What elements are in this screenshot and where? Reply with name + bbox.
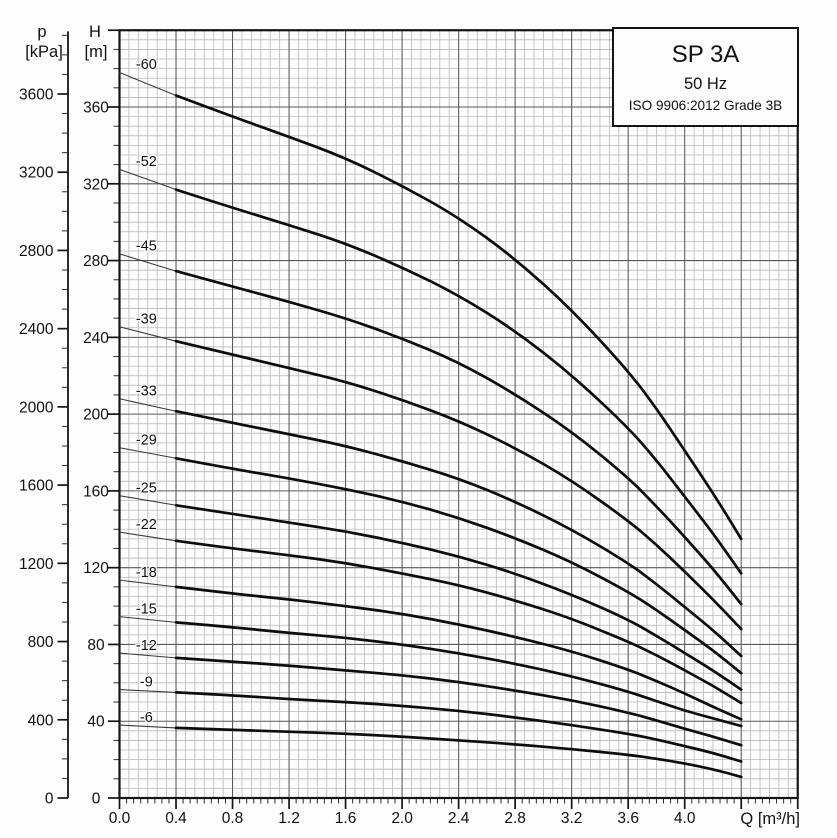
curve-label-33: -33	[136, 384, 157, 400]
pressure-tick-label: 2800	[19, 243, 54, 260]
pressure-tick-label: 0	[45, 791, 54, 808]
pump-curve-thin-segment-52	[119, 168, 177, 191]
flow-tick-label: 1.6	[335, 810, 357, 827]
pump-curve-22	[174, 539, 743, 705]
pump-model-title: SP 3A	[671, 41, 740, 68]
pressure-tick-label: 3600	[19, 86, 54, 103]
pump-curve-60	[174, 94, 743, 541]
pump-curve-18	[174, 585, 743, 721]
pump-curve-52	[174, 188, 743, 575]
head-tick-label: 40	[87, 714, 105, 731]
pump-curve-6	[174, 726, 743, 779]
pump-curve-thin-segment-29	[119, 447, 177, 459]
pump-curve-33	[174, 409, 743, 658]
pump-curve-thin-segment-22	[119, 531, 177, 542]
pump-curve-thin-segment-60	[119, 71, 177, 96]
pump-curve-thin-segment-12	[119, 652, 177, 659]
flow-tick-label: 2.8	[504, 810, 526, 827]
flow-tick-label: 0.8	[222, 810, 244, 827]
flow-tick-label: 4.0	[674, 810, 696, 827]
head-tick-label: 200	[83, 407, 109, 424]
title-box: SP 3A 50 Hz ISO 9906:2012 Grade 3B	[612, 27, 799, 127]
pump-curve-thin-segment-33	[119, 398, 177, 412]
flow-tick-label: 3.6	[617, 810, 639, 827]
head-axis-symbol: H	[89, 23, 101, 41]
curve-label-22: -22	[136, 517, 157, 533]
pressure-tick-label: 3200	[19, 165, 54, 182]
pressure-tick-label: 2000	[19, 399, 54, 416]
pump-curve-thin-segment-39	[119, 326, 177, 342]
head-tick-label: 240	[83, 330, 109, 347]
head-axis-unit: [m]	[84, 43, 108, 61]
pressure-tick-label: 800	[28, 634, 54, 651]
pressure-axis-unit: [kPa]	[25, 43, 63, 61]
pressure-axis-symbol: p	[37, 23, 47, 41]
flow-tick-label: 2.4	[448, 810, 470, 827]
pressure-tick-label: 400	[28, 712, 54, 729]
head-tick-label: 0	[92, 791, 101, 808]
flow-tick-label: 2.0	[391, 810, 413, 827]
head-tick-label: 360	[83, 100, 109, 117]
pump-curve-12	[174, 656, 743, 747]
curve-label-60: -60	[136, 57, 157, 73]
pressure-tick-label: 2400	[19, 321, 54, 338]
curve-label-15: -15	[136, 601, 157, 617]
head-tick-label: 80	[87, 637, 105, 654]
curve-label-12: -12	[136, 638, 157, 654]
curve-label-45: -45	[136, 239, 157, 255]
pressure-tick-label: 1200	[19, 556, 54, 573]
curve-label-18: -18	[136, 565, 157, 581]
curve-label-6: -6	[140, 710, 153, 726]
pump-curve-15	[174, 621, 743, 728]
curve-label-25: -25	[136, 480, 157, 496]
pump-curve-thin-segment-25	[119, 495, 177, 506]
pump-curve-25	[174, 503, 743, 691]
pump-curve-thin-segment-6	[119, 724, 177, 729]
pump-curve-29	[174, 456, 743, 675]
pump-curve-thin-segment-9	[119, 689, 177, 693]
head-tick-label: 280	[83, 253, 109, 270]
pressure-tick-label: 1600	[19, 478, 54, 495]
pump-curve-thin-segment-18	[119, 579, 177, 588]
head-tick-label: 160	[83, 483, 109, 500]
flow-axis-label: Q [m³/h]	[740, 810, 800, 828]
pump-curve-39	[174, 339, 743, 631]
curve-label-52: -52	[136, 154, 157, 170]
pump-curve-thin-segment-45	[119, 253, 177, 272]
iso-standard-label: ISO 9906:2012 Grade 3B	[628, 98, 783, 113]
pump-curve-45	[174, 269, 743, 606]
flow-tick-label: 0.0	[109, 810, 131, 827]
curve-label-39: -39	[136, 312, 157, 328]
head-tick-label: 320	[83, 176, 109, 193]
head-tick-label: 120	[83, 560, 109, 577]
flow-tick-label: 3.2	[561, 810, 583, 827]
pump-curve-9	[174, 691, 743, 763]
frequency-label: 50 Hz	[683, 75, 728, 93]
flow-tick-label: 1.2	[278, 810, 300, 827]
pump-curve-thin-segment-15	[119, 616, 177, 623]
curve-label-9: -9	[140, 674, 153, 690]
flow-tick-label: 0.4	[165, 810, 187, 827]
curve-label-29: -29	[136, 432, 157, 448]
plot-frame	[118, 29, 799, 800]
